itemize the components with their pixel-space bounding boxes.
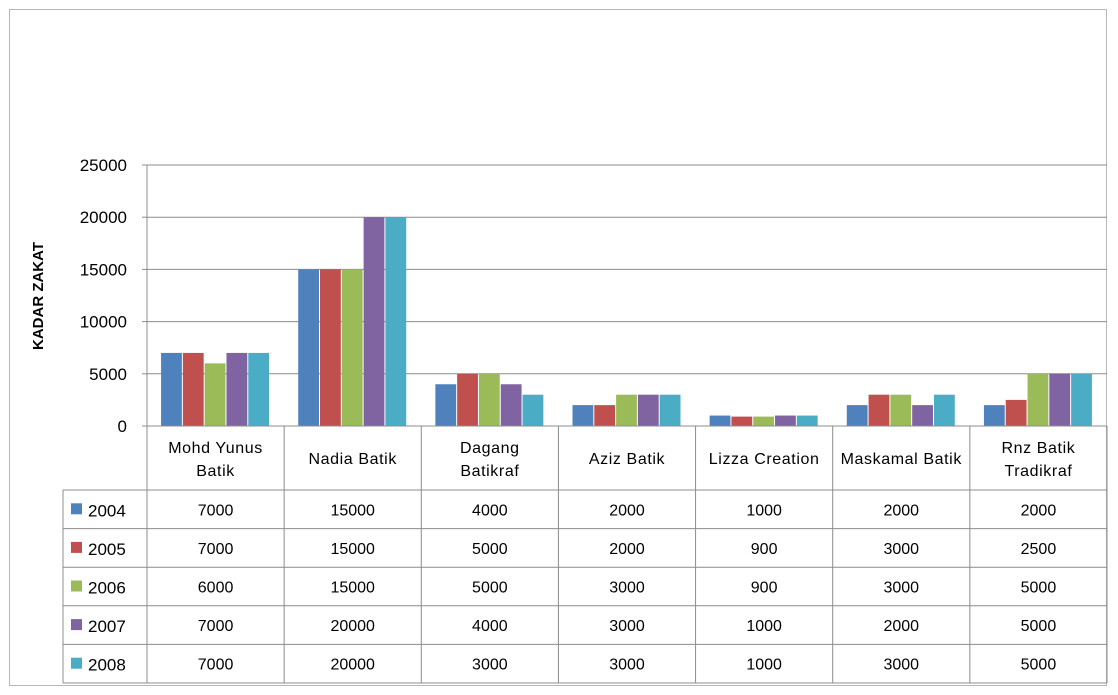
bar-2007-2 xyxy=(500,384,522,426)
table-cell: 900 xyxy=(751,580,778,597)
table-cell: 2000 xyxy=(609,502,645,519)
bar-2008-0 xyxy=(248,352,270,426)
table-cell: 3000 xyxy=(609,580,645,597)
y-tick-label: 20000 xyxy=(80,208,127,227)
series-label: 2008 xyxy=(88,656,126,675)
series-label: 2005 xyxy=(88,540,126,559)
category-label: Mohd Yunus Batik xyxy=(168,440,263,480)
table-cell: 4000 xyxy=(472,618,508,635)
bar-2007-0 xyxy=(226,352,248,426)
gridlines xyxy=(147,164,1107,375)
legend-swatch-2008 xyxy=(71,657,82,669)
table-cell: 5000 xyxy=(472,580,508,597)
bar-2008-6 xyxy=(1071,373,1092,426)
bar-2004-6 xyxy=(983,405,1005,426)
table-cell: 15000 xyxy=(330,502,375,519)
bar-2005-4 xyxy=(731,416,753,426)
table-cell: 2500 xyxy=(1021,541,1057,558)
category-label: Nadia Batik xyxy=(309,451,398,468)
table-cell: 1000 xyxy=(746,502,782,519)
table-cell: 6000 xyxy=(198,580,234,597)
bar-2006-3 xyxy=(616,394,637,426)
bar-2005-1 xyxy=(320,269,341,426)
bar-2008-1 xyxy=(385,217,407,426)
table-cell: 7000 xyxy=(198,502,234,519)
category-label: Dagang Batikraf xyxy=(460,440,520,480)
bar-2005-5 xyxy=(868,394,890,426)
series-label: 2007 xyxy=(88,617,126,636)
table-cell: 4000 xyxy=(472,502,508,519)
table-cell: 5000 xyxy=(1021,618,1057,635)
bar-2006-6 xyxy=(1027,373,1049,426)
table-cell: 3000 xyxy=(883,657,919,674)
table-cell: 5000 xyxy=(1021,580,1057,597)
y-tick-label: 25000 xyxy=(80,156,127,175)
data-table: Mohd Yunus Batik Nadia Batik Dagang Batikraf… xyxy=(62,425,1108,684)
bar-2006-2 xyxy=(478,373,500,426)
category-label: Aziz Batik xyxy=(589,451,666,468)
bar-2008-5 xyxy=(933,394,955,426)
table-cell: 5000 xyxy=(1021,657,1057,674)
bar-2004-3 xyxy=(572,405,594,426)
table-cell: 7000 xyxy=(198,541,234,558)
bars xyxy=(161,217,1092,426)
bar-2004-4 xyxy=(709,415,731,426)
bar-2004-0 xyxy=(161,352,182,426)
bar-2007-5 xyxy=(912,405,933,426)
category-label: Maskamal Batik xyxy=(841,451,963,468)
category-label: Lizza Creation xyxy=(709,451,820,468)
bar-2005-2 xyxy=(457,373,478,426)
table-cell: 2000 xyxy=(1021,502,1057,519)
category-label: Rnz Batik Tradikraf xyxy=(1001,440,1075,480)
table-cell: 20000 xyxy=(330,657,375,674)
bar-2004-2 xyxy=(435,384,457,426)
bar-2006-5 xyxy=(890,394,912,426)
table-cell: 3000 xyxy=(609,618,645,635)
bar-2005-3 xyxy=(594,405,616,426)
bar-2008-4 xyxy=(796,415,818,426)
bar-2004-1 xyxy=(298,269,320,426)
bar-2008-2 xyxy=(522,394,544,426)
bar-2004-5 xyxy=(846,405,868,426)
y-tick-label: 0 xyxy=(118,417,127,436)
legend-swatch-2007 xyxy=(71,619,82,631)
bar-2007-4 xyxy=(775,415,796,426)
table-cell: 2000 xyxy=(609,541,645,558)
legend-swatch-2004 xyxy=(71,503,82,515)
y-tick-label: 5000 xyxy=(89,365,127,384)
legend-swatch-2005 xyxy=(71,541,82,553)
table-cell: 5000 xyxy=(472,541,508,558)
table-cell: 1000 xyxy=(746,657,782,674)
axes: 0 5000 10000 15000 20000 25000 xyxy=(80,156,148,436)
bar-2008-3 xyxy=(659,394,681,426)
table-cell: 3000 xyxy=(883,580,919,597)
y-tick-label: 10000 xyxy=(80,313,127,332)
bar-2007-6 xyxy=(1049,373,1071,426)
table-cell: 15000 xyxy=(330,580,375,597)
table-cell: 2000 xyxy=(883,502,919,519)
bar-2006-0 xyxy=(204,363,226,426)
bar-2007-1 xyxy=(363,217,385,426)
table-cell: 7000 xyxy=(198,618,234,635)
series-label: 2006 xyxy=(88,579,126,598)
bar-2005-0 xyxy=(182,352,204,426)
table-cell: 900 xyxy=(751,541,778,558)
table-cell: 3000 xyxy=(472,657,508,674)
bar-2005-6 xyxy=(1005,399,1027,426)
table-cell: 7000 xyxy=(198,657,234,674)
legend-swatch-2006 xyxy=(71,580,82,592)
table-cell: 1000 xyxy=(746,618,782,635)
series-label: 2004 xyxy=(88,501,126,520)
table-cell: 20000 xyxy=(330,618,375,635)
y-tick-label: 15000 xyxy=(80,260,127,279)
bar-2006-4 xyxy=(753,416,775,426)
bar-2006-1 xyxy=(341,269,363,426)
table-cell: 15000 xyxy=(330,541,375,558)
table-cell: 3000 xyxy=(609,657,645,674)
table-cell: 2000 xyxy=(883,618,919,635)
table-cell: 3000 xyxy=(883,541,919,558)
y-axis-label: KADAR ZAKAT xyxy=(30,242,47,350)
bar-2007-3 xyxy=(637,394,659,426)
